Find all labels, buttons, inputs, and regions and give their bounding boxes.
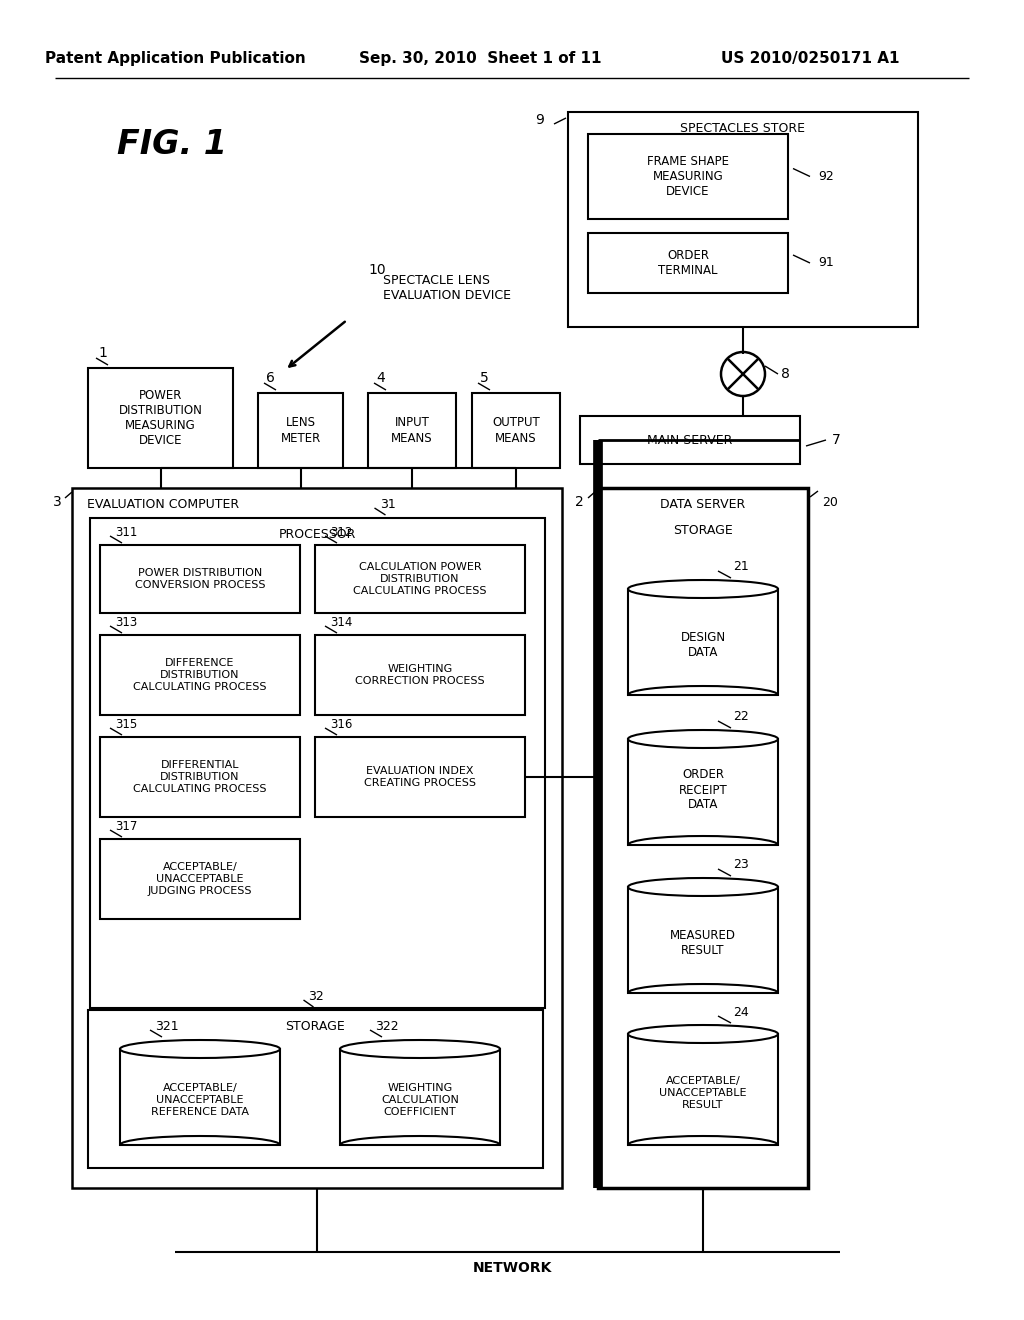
- Text: 315: 315: [115, 718, 137, 730]
- Bar: [90, 517, 545, 1008]
- Text: CALCULATION POWER
DISTRIBUTION
CALCULATING PROCESS: CALCULATION POWER DISTRIBUTION CALCULATI…: [353, 562, 486, 595]
- Text: 317: 317: [115, 820, 137, 833]
- Text: 316: 316: [330, 718, 352, 730]
- Text: STORAGE: STORAGE: [673, 524, 733, 536]
- Text: ACCEPTABLE/
UNACCEPTABLE
RESULT: ACCEPTABLE/ UNACCEPTABLE RESULT: [659, 1076, 746, 1110]
- Bar: [628, 589, 778, 696]
- Text: 6: 6: [266, 371, 274, 385]
- Text: 321: 321: [155, 1019, 178, 1032]
- Bar: [568, 112, 918, 327]
- Text: PROCESSOR: PROCESSOR: [279, 528, 356, 540]
- Text: 32: 32: [307, 990, 324, 1002]
- Bar: [100, 545, 300, 612]
- Text: DIFFERENCE
DISTRIBUTION
CALCULATING PROCESS: DIFFERENCE DISTRIBUTION CALCULATING PROC…: [133, 659, 266, 692]
- Bar: [72, 488, 562, 1188]
- Text: POWER
DISTRIBUTION
MEASURING
DEVICE: POWER DISTRIBUTION MEASURING DEVICE: [119, 389, 203, 447]
- Bar: [88, 368, 233, 469]
- Ellipse shape: [628, 579, 778, 598]
- Bar: [598, 488, 808, 1188]
- Text: 4: 4: [376, 371, 385, 385]
- Bar: [88, 1010, 543, 1168]
- Text: 2: 2: [575, 495, 584, 510]
- Text: STORAGE: STORAGE: [286, 1019, 345, 1032]
- Bar: [315, 635, 525, 715]
- Text: 10: 10: [368, 263, 386, 277]
- Bar: [315, 737, 525, 817]
- Bar: [580, 416, 800, 465]
- Text: ACCEPTABLE/
UNACCEPTABLE
REFERENCE DATA: ACCEPTABLE/ UNACCEPTABLE REFERENCE DATA: [151, 1084, 249, 1117]
- Text: EVALUATION INDEX
CREATING PROCESS: EVALUATION INDEX CREATING PROCESS: [364, 766, 476, 788]
- Text: ORDER
RECEIPT
DATA: ORDER RECEIPT DATA: [679, 768, 727, 812]
- Bar: [368, 393, 456, 469]
- Bar: [100, 737, 300, 817]
- Text: 9: 9: [536, 114, 545, 127]
- Text: 22: 22: [733, 710, 749, 723]
- Bar: [258, 393, 343, 469]
- Text: 91: 91: [818, 256, 834, 269]
- Text: 1: 1: [98, 346, 106, 360]
- Bar: [472, 393, 560, 469]
- Ellipse shape: [628, 878, 778, 896]
- Text: 21: 21: [733, 561, 749, 573]
- Bar: [588, 234, 788, 293]
- Text: INPUT
MEANS: INPUT MEANS: [391, 417, 433, 445]
- Bar: [340, 1049, 500, 1144]
- Text: 5: 5: [480, 371, 488, 385]
- Text: US 2010/0250171 A1: US 2010/0250171 A1: [721, 50, 899, 66]
- Text: 31: 31: [380, 498, 395, 511]
- Text: POWER DISTRIBUTION
CONVERSION PROCESS: POWER DISTRIBUTION CONVERSION PROCESS: [135, 568, 265, 590]
- Bar: [315, 545, 525, 612]
- Bar: [628, 739, 778, 845]
- Text: 322: 322: [375, 1019, 398, 1032]
- Text: 311: 311: [115, 525, 137, 539]
- Text: EVALUATION COMPUTER: EVALUATION COMPUTER: [87, 498, 240, 511]
- Bar: [588, 135, 788, 219]
- Text: DESIGN
DATA: DESIGN DATA: [680, 631, 726, 659]
- Text: DATA SERVER: DATA SERVER: [660, 498, 745, 511]
- Ellipse shape: [340, 1040, 500, 1059]
- Text: FRAME SHAPE
MEASURING
DEVICE: FRAME SHAPE MEASURING DEVICE: [647, 154, 729, 198]
- Text: MEASURED
RESULT: MEASURED RESULT: [670, 929, 736, 957]
- Text: 313: 313: [115, 615, 137, 628]
- Text: ORDER
TERMINAL: ORDER TERMINAL: [658, 249, 718, 277]
- Text: 8: 8: [781, 367, 790, 381]
- Text: 3: 3: [53, 495, 62, 510]
- Text: 312: 312: [330, 525, 352, 539]
- Text: WEIGHTING
CALCULATION
COEFFICIENT: WEIGHTING CALCULATION COEFFICIENT: [381, 1084, 459, 1117]
- Ellipse shape: [120, 1040, 280, 1059]
- Text: 20: 20: [822, 495, 838, 508]
- Text: Patent Application Publication: Patent Application Publication: [45, 50, 305, 66]
- Ellipse shape: [628, 730, 778, 748]
- Text: ACCEPTABLE/
UNACCEPTABLE
JUDGING PROCESS: ACCEPTABLE/ UNACCEPTABLE JUDGING PROCESS: [147, 862, 252, 895]
- Bar: [628, 887, 778, 993]
- Text: DIFFERENTIAL
DISTRIBUTION
CALCULATING PROCESS: DIFFERENTIAL DISTRIBUTION CALCULATING PR…: [133, 760, 266, 793]
- Bar: [100, 840, 300, 919]
- Text: WEIGHTING
CORRECTION PROCESS: WEIGHTING CORRECTION PROCESS: [355, 664, 484, 686]
- Text: 7: 7: [831, 433, 841, 447]
- Text: OUTPUT
MEANS: OUTPUT MEANS: [493, 417, 540, 445]
- Text: 92: 92: [818, 170, 834, 183]
- Text: SPECTACLES STORE: SPECTACLES STORE: [681, 123, 806, 136]
- Text: NETWORK: NETWORK: [472, 1261, 552, 1275]
- Text: 314: 314: [330, 615, 352, 628]
- Bar: [100, 635, 300, 715]
- Text: 23: 23: [733, 858, 749, 871]
- Bar: [120, 1049, 280, 1144]
- Text: 24: 24: [733, 1006, 749, 1019]
- Text: MAIN SERVER: MAIN SERVER: [647, 433, 733, 446]
- Text: SPECTACLE LENS
EVALUATION DEVICE: SPECTACLE LENS EVALUATION DEVICE: [383, 275, 511, 302]
- Text: Sep. 30, 2010  Sheet 1 of 11: Sep. 30, 2010 Sheet 1 of 11: [358, 50, 601, 66]
- Ellipse shape: [628, 1026, 778, 1043]
- Text: FIG. 1: FIG. 1: [117, 128, 227, 161]
- Bar: [628, 1034, 778, 1144]
- Text: LENS
METER: LENS METER: [281, 417, 321, 445]
